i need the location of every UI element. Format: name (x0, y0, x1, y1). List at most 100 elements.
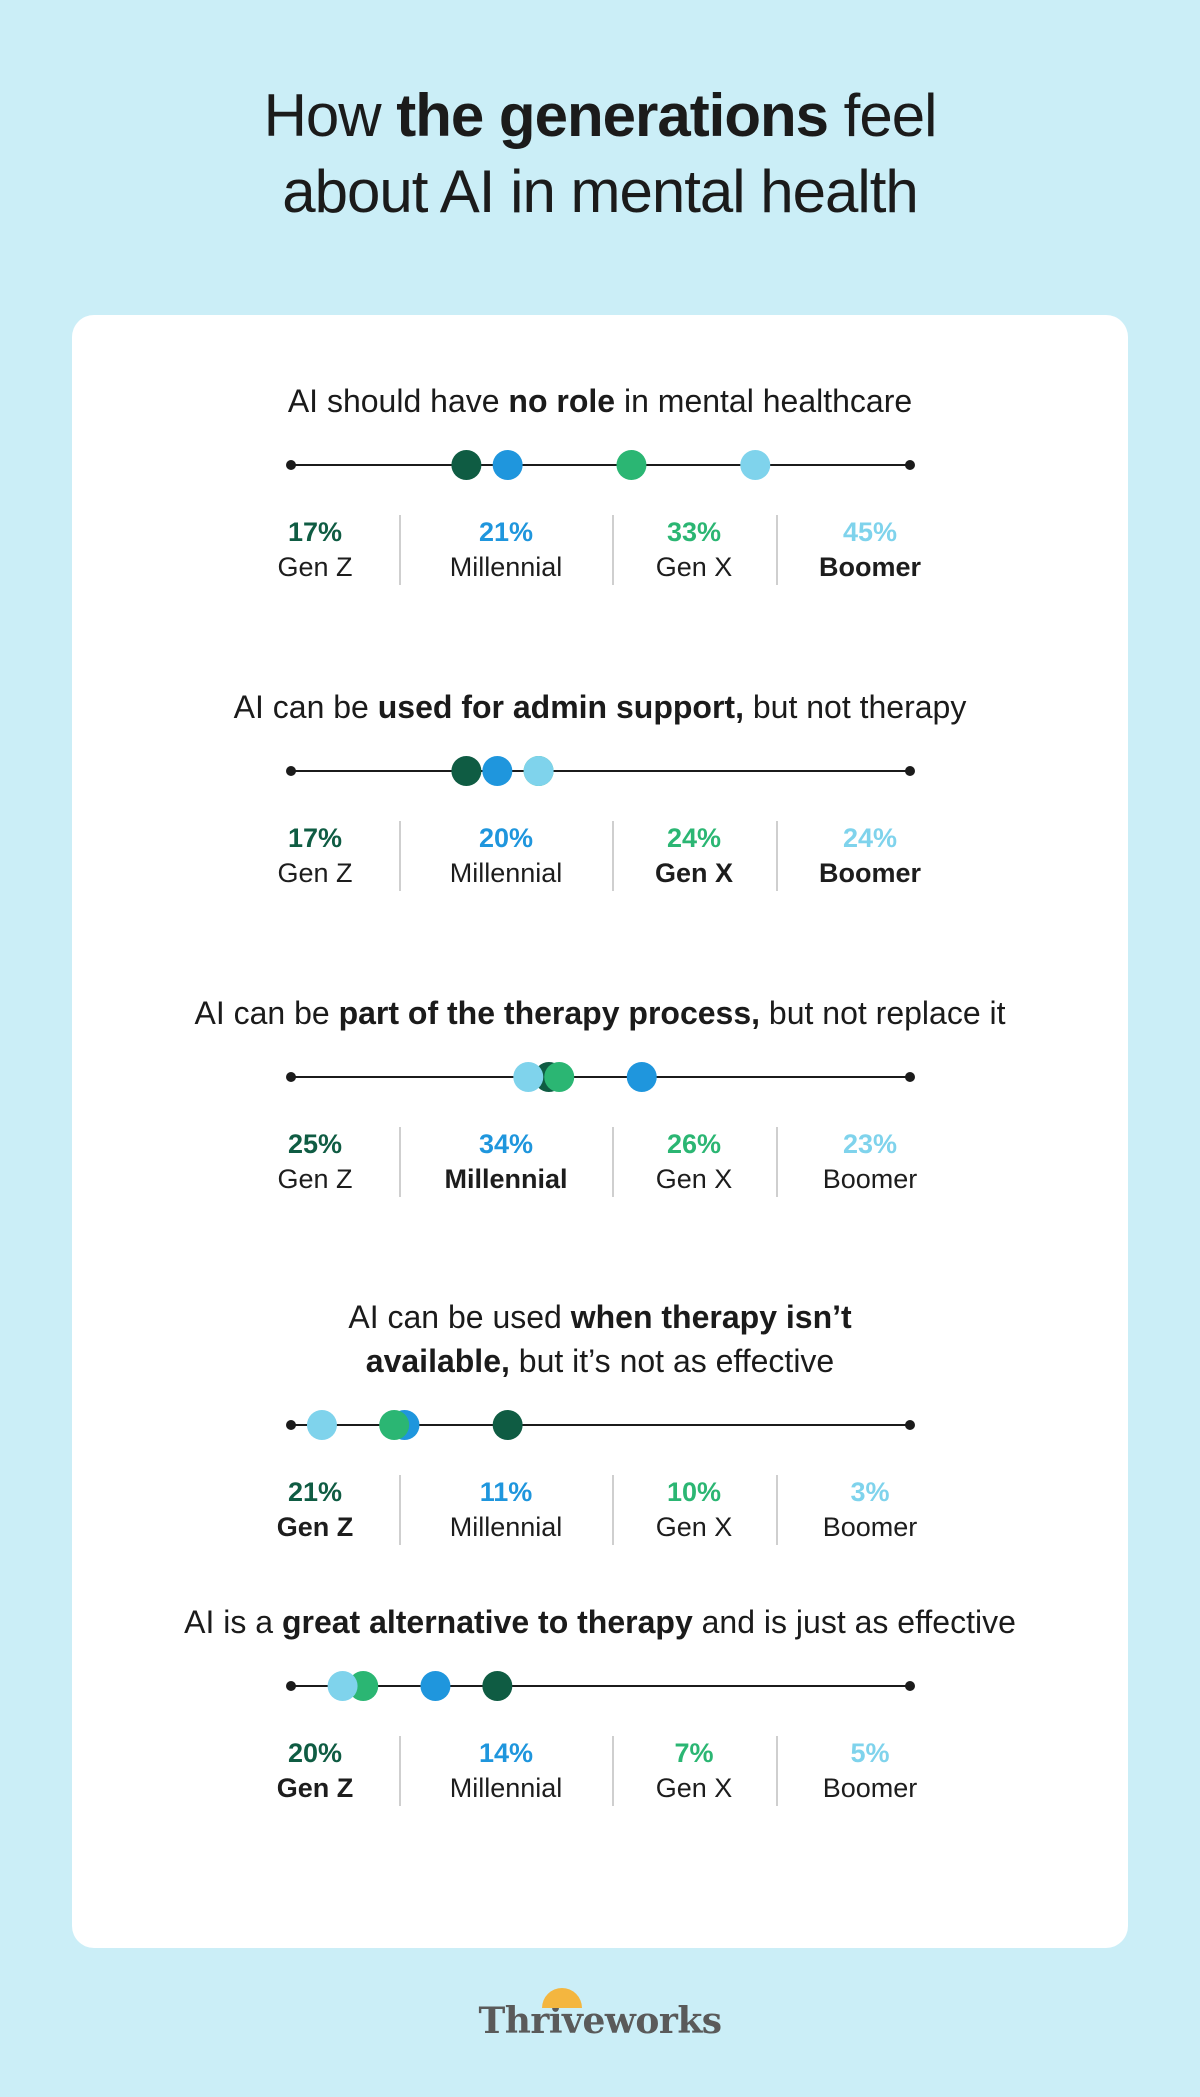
track-end-cap (905, 1681, 915, 1691)
dot-boomer (306, 1410, 337, 1440)
column-divider (612, 1127, 614, 1197)
statement-heading: AI can be used when therapy isn’t availab… (72, 1295, 1128, 1383)
column-divider (399, 515, 401, 585)
stat-boomer: 3% Boomer (770, 1475, 970, 1545)
generation-label: Millennial (444, 1164, 568, 1194)
heading-bold-part: available, (365, 1343, 510, 1379)
heading-part: AI can be (194, 995, 339, 1031)
stat-gen-x: 24% Gen X (594, 821, 794, 891)
track-start-cap (286, 460, 296, 470)
generation-label: Millennial (449, 858, 563, 888)
heading-part: but not replace it (760, 995, 1006, 1031)
dot-track (72, 443, 1128, 487)
dot-plot-svg (286, 450, 915, 480)
percentage-label: 21% (287, 1477, 343, 1507)
percentage-label: 7% (674, 1738, 714, 1768)
percentage-label: 33% (666, 517, 722, 547)
generation-label: Boomer (818, 552, 921, 582)
generation-label: Boomer (822, 1773, 918, 1803)
generation-label: Gen Z (277, 552, 353, 582)
stat-boomer: 5% Boomer (770, 1736, 970, 1806)
dot-millennial (420, 1671, 451, 1701)
column-divider (776, 1736, 778, 1806)
column-divider (399, 821, 401, 891)
stat-millennial: 20% Millennial (406, 821, 606, 891)
column-divider (612, 1736, 614, 1806)
stat-millennial: 11% Millennial (406, 1475, 606, 1545)
dot-boomer (327, 1671, 358, 1701)
stat-millennial: 21% Millennial (406, 515, 606, 585)
generation-label: Boomer (822, 1164, 918, 1194)
stats-row: 17% Gen Z 21% Millennial 33% Gen X 45% Boomer (72, 515, 1128, 585)
column-divider (776, 821, 778, 891)
stat-gen-z: 17% Gen Z (215, 821, 415, 891)
percentage-label: 14% (478, 1738, 534, 1768)
stats-row: 25% Gen Z 34% Millennial 26% Gen X 23% Boomer (72, 1127, 1128, 1197)
dot-millennial (492, 450, 523, 480)
stat-gen-x: 7% Gen X (594, 1736, 794, 1806)
column-divider (612, 515, 614, 585)
generation-label: Boomer (822, 1512, 918, 1542)
stat-gen-x: 26% Gen X (594, 1127, 794, 1197)
generation-label: Gen X (655, 552, 733, 582)
logo-text: Thriveworks (478, 2000, 722, 2042)
stat-boomer: 23% Boomer (770, 1127, 970, 1197)
page-title: How the generations feel about AI in men… (0, 78, 1200, 230)
title-bold: the generations (396, 82, 829, 149)
statement-heading: AI is a great alternative to therapy and… (72, 1600, 1128, 1644)
column-divider (612, 821, 614, 891)
generation-label: Gen X (655, 1164, 733, 1194)
dot-boomer (513, 1062, 544, 1092)
track-end-cap (905, 1072, 915, 1082)
percentage-label: 11% (479, 1477, 533, 1507)
dot-millennial (482, 756, 513, 786)
generation-label: Gen Z (276, 1512, 354, 1542)
dot-gen-x (616, 450, 647, 480)
stat-gen-z: 25% Gen Z (215, 1127, 415, 1197)
stats-row: 21% Gen Z 11% Millennial 10% Gen X 3% Boomer (72, 1475, 1128, 1545)
dot-gen-x (379, 1410, 410, 1440)
column-divider (776, 1475, 778, 1545)
title-line-2: about AI in mental health (282, 158, 918, 225)
generation-label: Gen Z (277, 858, 353, 888)
dot-gen-z (492, 1410, 523, 1440)
generation-label: Gen X (655, 1512, 733, 1542)
track-start-cap (286, 1681, 296, 1691)
heading-bold-part: part of the therapy process, (338, 995, 761, 1031)
column-divider (612, 1475, 614, 1545)
track-end-cap (905, 766, 915, 776)
title-post: feel (828, 82, 938, 149)
thriveworks-logo: Thriveworks (0, 1988, 1200, 2042)
dot-plot-svg (286, 1410, 915, 1440)
track-start-cap (286, 1420, 296, 1430)
dot-plot-svg (286, 1671, 915, 1701)
percentage-label: 3% (850, 1477, 890, 1507)
percentage-label: 23% (842, 1129, 898, 1159)
track-start-cap (286, 766, 296, 776)
chart-card: AI should have no role in mental healthc… (72, 315, 1128, 1948)
stats-row: 20% Gen Z 14% Millennial 7% Gen X 5% Boomer (72, 1736, 1128, 1806)
heading-bold-part: no role (508, 383, 616, 419)
stat-gen-z: 20% Gen Z (215, 1736, 415, 1806)
column-divider (399, 1127, 401, 1197)
percentage-label: 24% (842, 823, 898, 853)
stat-boomer: 24% Boomer (770, 821, 970, 891)
stat-millennial: 14% Millennial (406, 1736, 606, 1806)
dot-track (72, 1055, 1128, 1099)
percentage-label: 34% (478, 1129, 534, 1159)
dot-plot-svg (286, 1062, 915, 1092)
heading-part: AI can be (233, 689, 378, 725)
track-end-cap (905, 460, 915, 470)
stats-row: 17% Gen Z 20% Millennial 24% Gen X 24% Boomer (72, 821, 1128, 891)
stat-gen-x: 10% Gen X (594, 1475, 794, 1545)
heading-part: AI can be used (348, 1299, 571, 1335)
stat-boomer: 45% Boomer (770, 515, 970, 585)
dot-boomer (740, 450, 771, 480)
generation-label: Gen Z (276, 1773, 354, 1803)
stat-gen-x: 33% Gen X (594, 515, 794, 585)
heading-part: AI should have (287, 383, 509, 419)
column-divider (776, 1127, 778, 1197)
column-divider (399, 1736, 401, 1806)
column-divider (399, 1475, 401, 1545)
statement-heading: AI can be used for admin support, but no… (72, 685, 1128, 729)
